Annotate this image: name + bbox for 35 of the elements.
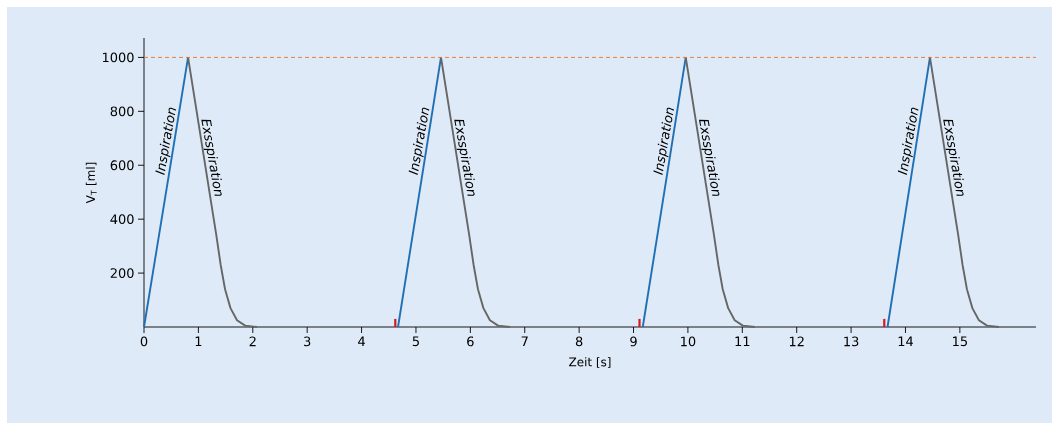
annotation: Exsspiration (699, 119, 720, 196)
x-tick-label: 5 (412, 336, 419, 347)
annotation: Inspiration (155, 107, 176, 176)
x-tick-label: 12 (789, 336, 804, 347)
x-tick-label: 3 (304, 336, 311, 347)
x-tick-label: 7 (521, 336, 528, 346)
x-tick-label: 11 (735, 336, 750, 346)
annotation: Exsspiration (201, 119, 222, 196)
annotation: Inspiration (408, 107, 430, 176)
annotation: Inspiration (653, 107, 674, 176)
line-series (684, 56, 756, 328)
x-tick-label: 10 (681, 336, 696, 347)
x-tick-label: 2 (249, 336, 256, 347)
annotation: Exsspiration (943, 119, 964, 196)
line-series (440, 56, 512, 328)
x-tick-label: 6 (467, 336, 474, 347)
line-series (187, 56, 259, 328)
y-tick-label: 600 (110, 160, 134, 171)
line-series (929, 56, 1000, 328)
y-tick-label: 800 (110, 106, 134, 117)
y-axis-title: V$_{T}$ [ml] (85, 162, 97, 204)
y-tick-label: 200 (110, 268, 134, 278)
x-tick-label: 14 (898, 336, 913, 346)
annotation: Exsspiration (454, 119, 475, 196)
y-tick-label: 400 (110, 214, 134, 225)
annotation: Inspiration (897, 107, 919, 176)
y-tick-label: 1000 (102, 52, 134, 63)
x-tick-label: 15 (953, 336, 967, 347)
x-tick-label: 13 (844, 336, 859, 347)
x-axis-title: Zeit [s] (569, 357, 611, 368)
x-tick-label: 9 (630, 336, 637, 347)
x-tick-label: 1 (195, 336, 202, 346)
x-tick-label: 4 (358, 336, 365, 346)
x-tick-label: 8 (575, 336, 583, 347)
x-tick-label: 0 (140, 336, 148, 347)
